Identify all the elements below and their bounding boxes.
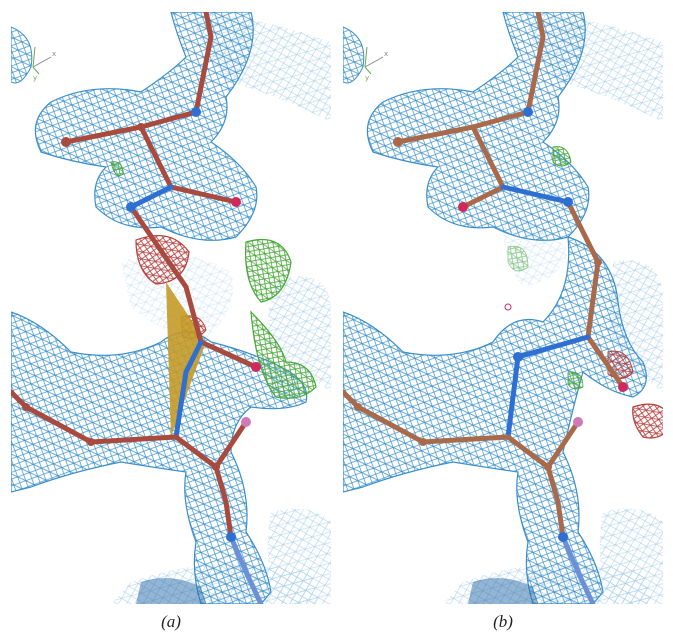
panel-a-caption: (a)	[161, 612, 181, 631]
axis-y-label: y	[33, 74, 37, 82]
density-map-b: x y	[343, 12, 663, 604]
structure-panel-a: x y	[11, 12, 331, 604]
green-difference-mesh	[507, 146, 584, 390]
panel-b-caption: (b)	[493, 612, 513, 631]
axes-indicator: x y	[364, 46, 388, 82]
red-difference-mesh	[504, 303, 663, 439]
density-map-a: x y	[11, 12, 331, 604]
axis-y-label: y	[365, 74, 369, 82]
atoms-a	[22, 107, 261, 542]
axis-x-label: x	[384, 50, 388, 58]
highlight-triangle	[166, 282, 206, 437]
axis-x-label: x	[52, 50, 56, 58]
axes-indicator: x y	[32, 46, 56, 82]
blue-density-mesh	[343, 12, 647, 604]
atomic-model-a	[11, 12, 264, 604]
green-difference-mesh	[110, 161, 317, 399]
structure-panel-b: x y	[343, 12, 663, 604]
atoms-b	[354, 107, 628, 542]
